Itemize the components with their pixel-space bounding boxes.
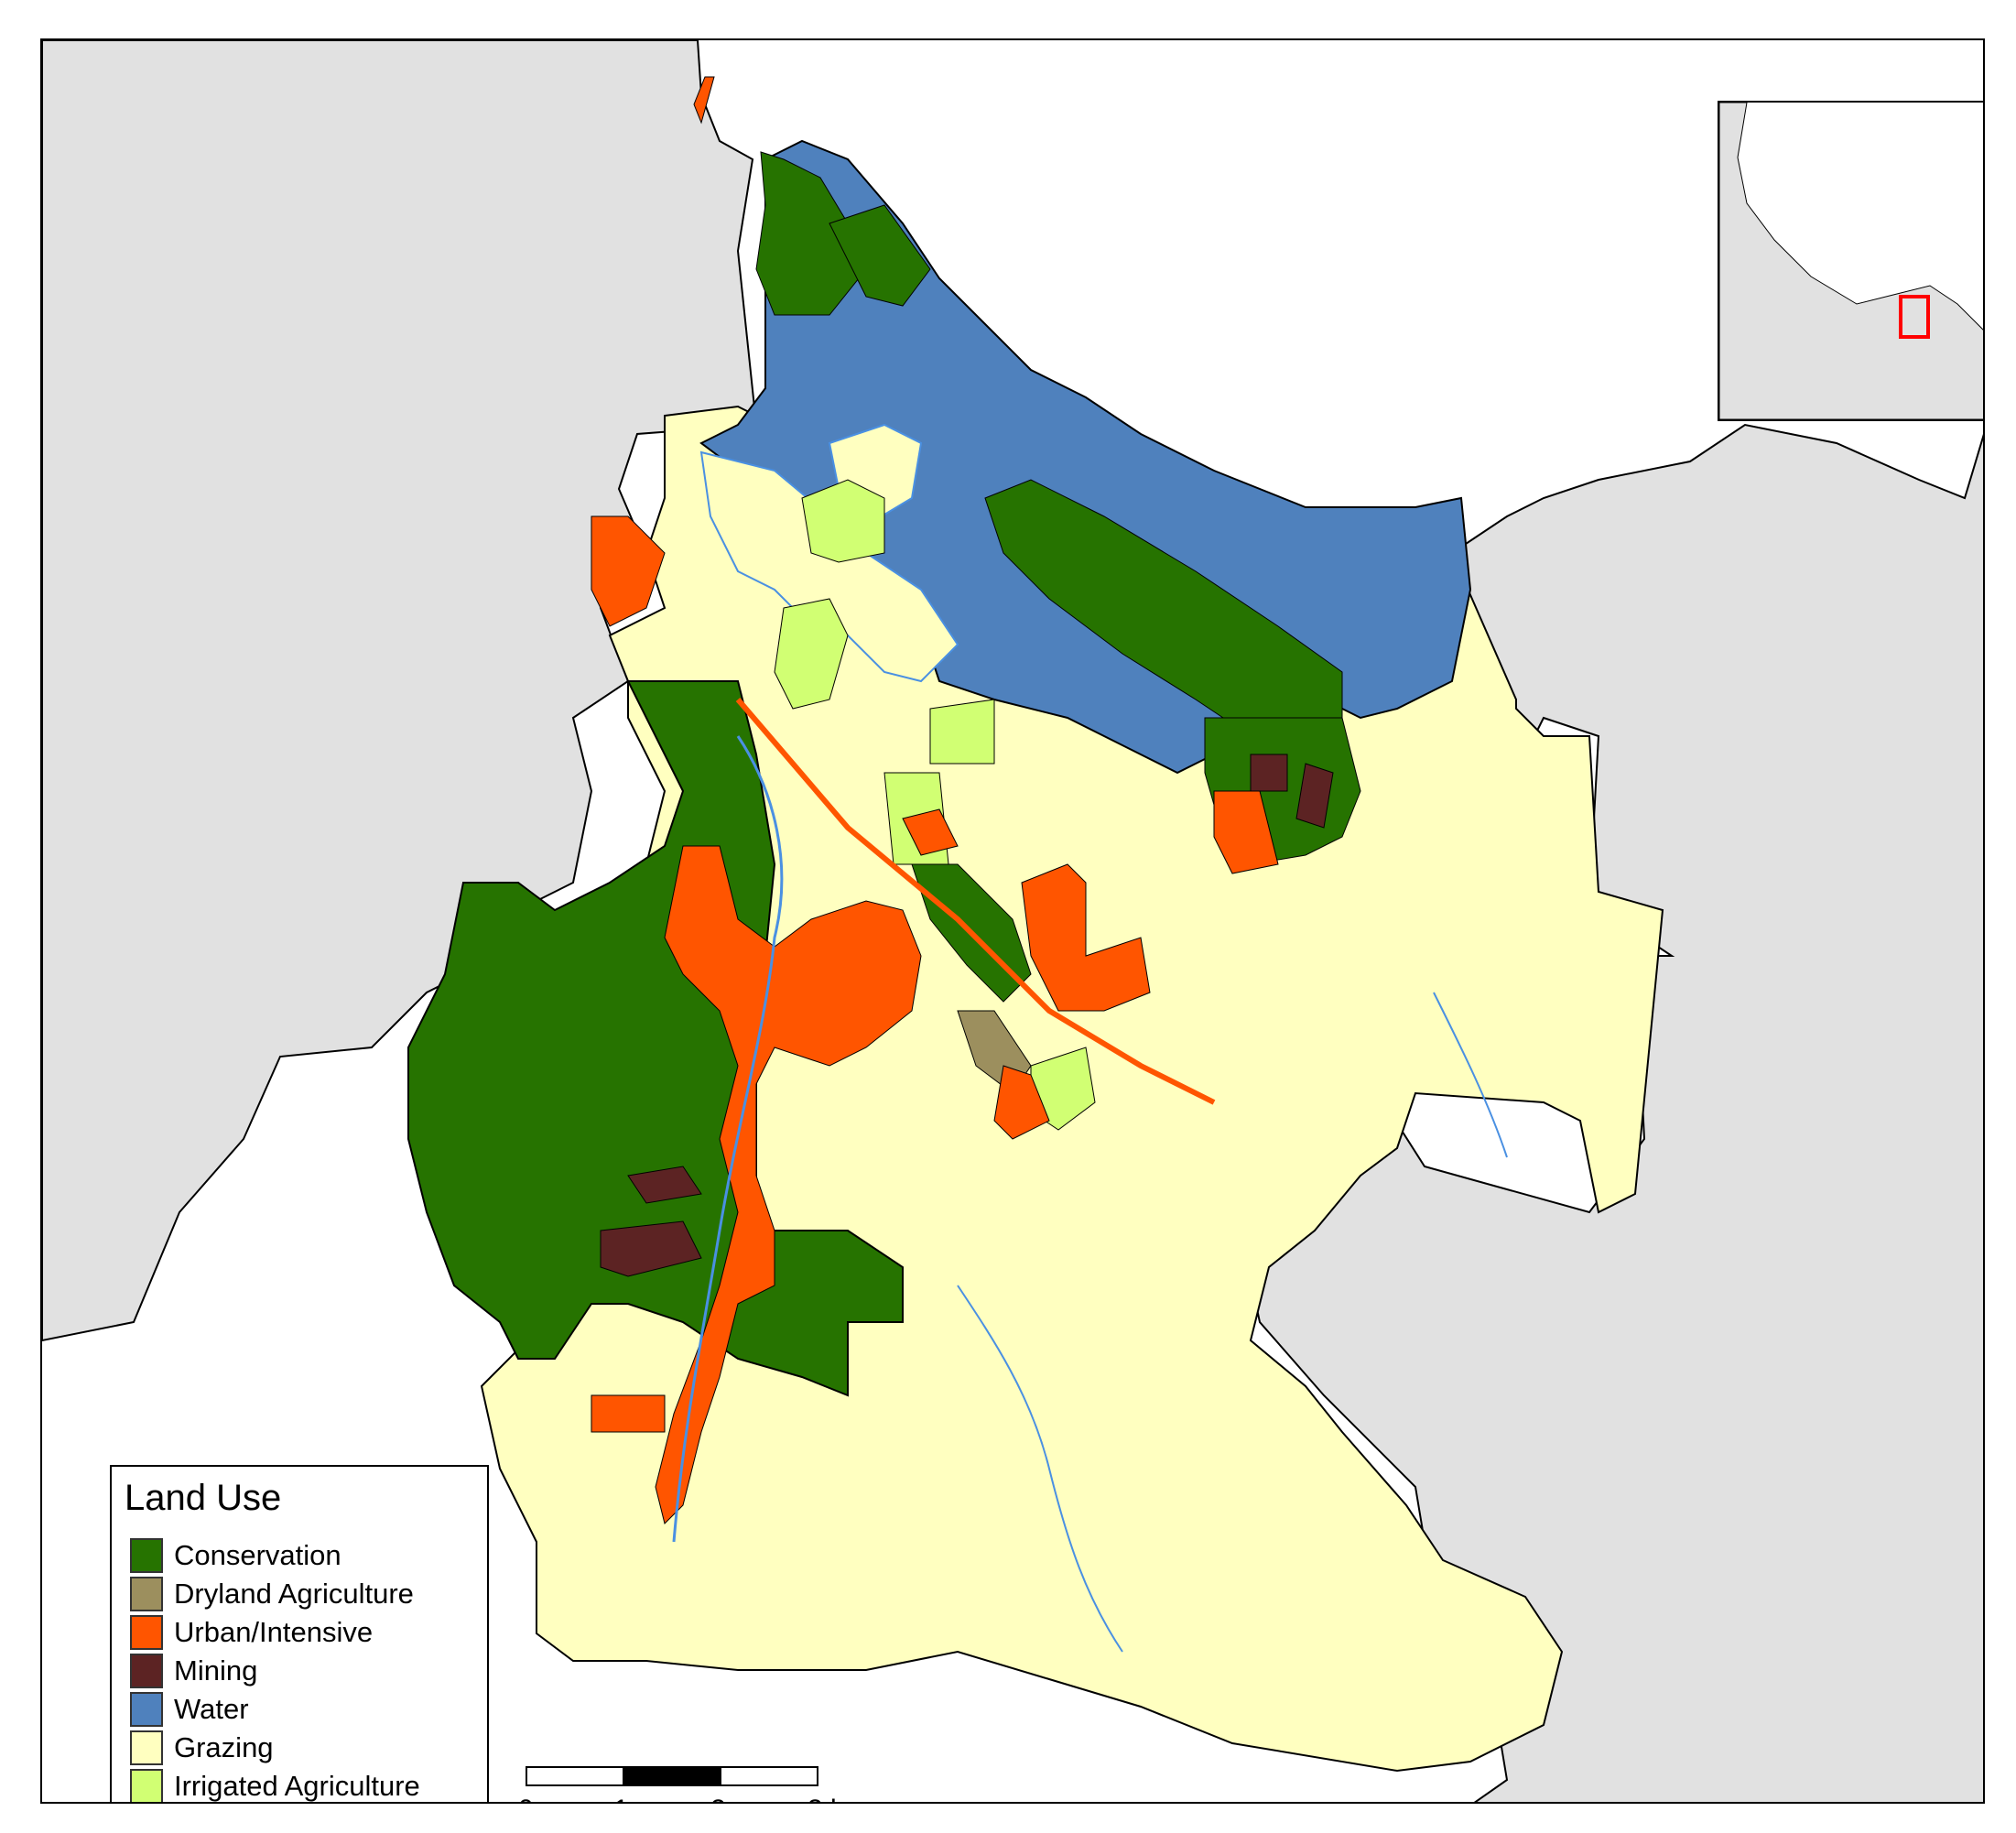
legend-item-urban-intensive: Urban/Intensive [130,1615,373,1650]
legend-item-conservation: Conservation [130,1538,341,1573]
legend-title: Land Use [125,1478,282,1518]
inset-map-svg [1719,103,1983,419]
river [1433,992,1508,1158]
scale-label-1: 1 [613,1795,629,1802]
urban-intensive[interactable] [591,515,666,627]
urban-intensive[interactable] [591,1394,666,1433]
legend-label: Irrigated Agriculture [174,1770,420,1802]
legend-swatch [130,1730,163,1765]
irrigated-agriculture[interactable] [774,598,849,710]
legend-label: Grazing [174,1731,274,1763]
legend-swatch [130,1615,163,1650]
urban-intensive[interactable] [993,1065,1050,1140]
conservation-west[interactable] [407,680,904,1397]
scale-label-3km: 3 km [807,1795,867,1802]
legend-label: Water [174,1693,249,1725]
scale-bar-graphic [526,1766,818,1786]
legend: Land Use Conservation Dryland Agricultur… [110,1465,489,1802]
legend-label: Mining [174,1654,258,1687]
transport-corridor [735,698,1216,1105]
legend-label: Dryland Agriculture [174,1578,414,1610]
urban-intensive[interactable] [693,76,715,125]
legend-label: Conservation [174,1539,341,1571]
legend-item-dryland-agriculture: Dryland Agriculture [130,1577,414,1611]
legend-item-mining: Mining [130,1654,257,1688]
land-use-map[interactable] [42,40,1985,1804]
legend-swatch [130,1538,163,1573]
legend-label: Urban/Intensive [174,1616,374,1648]
mining[interactable] [600,1220,702,1277]
urban-intensive[interactable] [902,808,959,856]
urban-intensive[interactable] [655,845,922,1524]
irrigated-agriculture[interactable] [801,479,885,563]
legend-item-grazing: Grazing [130,1730,274,1765]
conservation-north-coast[interactable] [829,204,931,307]
river [957,1285,1123,1653]
scale-bar: 0 1 2 3 km [518,1763,884,1802]
inset-locator-map[interactable] [1718,101,1983,421]
mining[interactable] [1295,763,1334,829]
map-frame[interactable]: Land Use Conservation Dryland Agricultur… [40,38,1985,1804]
legend-swatch [130,1692,163,1727]
legend-item-irrigated-agriculture: Irrigated Agriculture [130,1769,420,1802]
conservation-north-coast[interactable] [755,151,867,316]
legend-swatch [130,1577,163,1611]
scale-label-0: 0 [518,1795,534,1802]
urban-intensive[interactable] [1021,863,1151,1012]
irrigated-agriculture[interactable] [929,699,995,765]
inset-land [1719,103,1983,419]
surrounding-land-west [42,40,758,1342]
mining[interactable] [627,1166,702,1204]
legend-swatch [130,1654,163,1688]
river [672,735,784,1543]
legend-item-water: Water [130,1692,249,1727]
scale-label-2: 2 [710,1795,726,1802]
mining[interactable] [1250,754,1288,792]
inset-highlight-box [1899,295,1930,339]
legend-swatch [130,1769,163,1802]
